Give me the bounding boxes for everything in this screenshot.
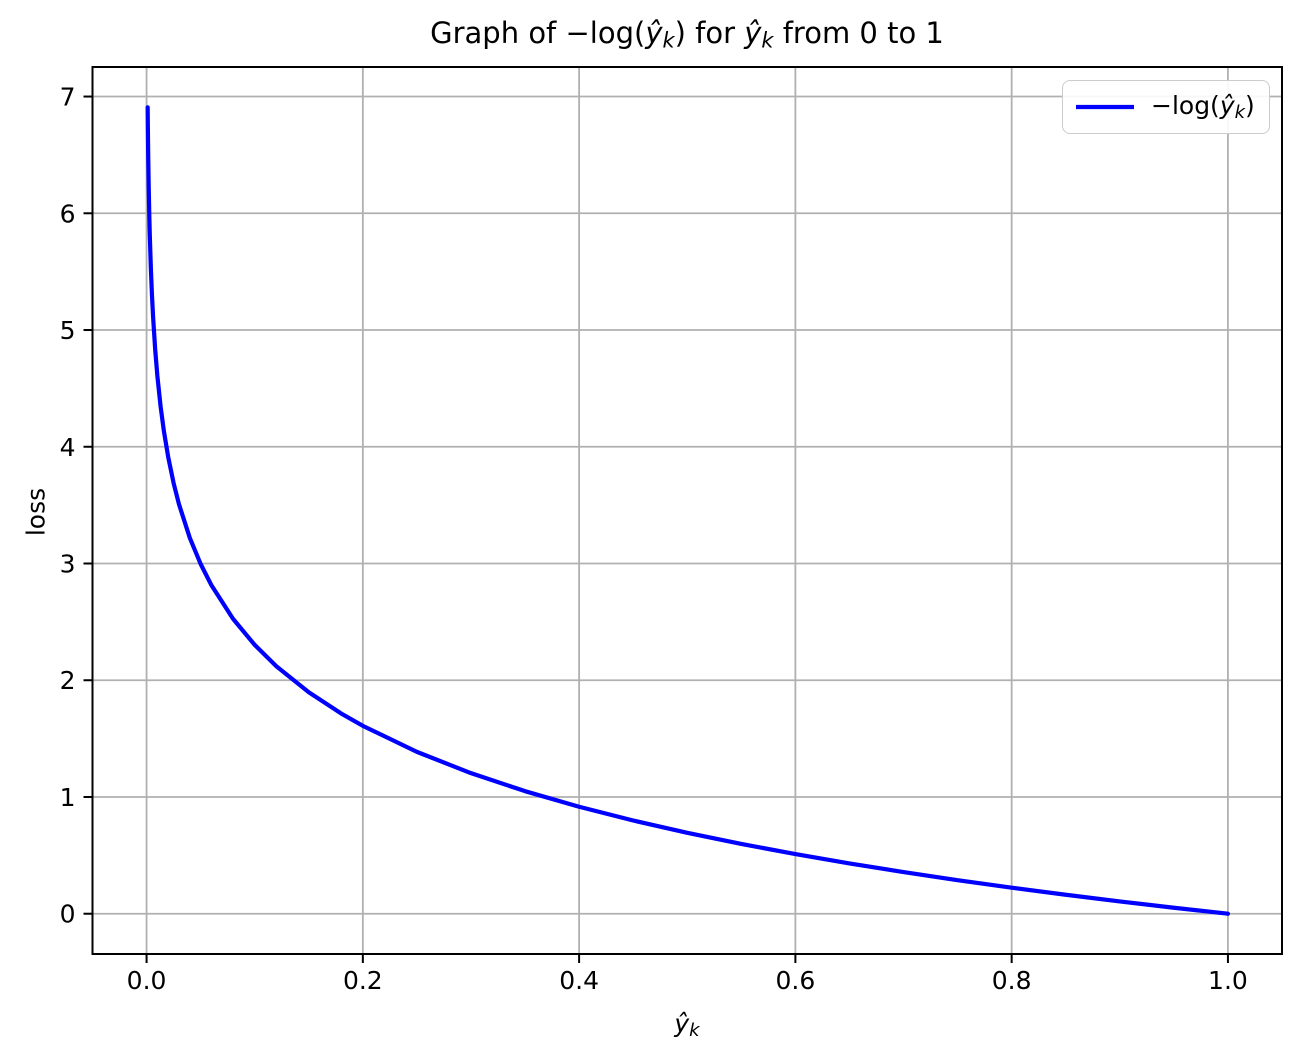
legend-line-sample	[1076, 104, 1134, 110]
x-tick-label: 0.0	[127, 966, 167, 995]
loss-curve	[145, 105, 1231, 916]
y-tick-label: 2	[60, 666, 76, 695]
chart-title: Graph of −log(ŷk) for ŷk from 0 to 1	[430, 16, 944, 53]
y-tick-label: 7	[60, 83, 76, 112]
y-tick-label: 6	[60, 199, 76, 228]
x-tick-label: 0.2	[343, 966, 383, 995]
x-axis-label: ŷk	[674, 1009, 700, 1041]
legend-label: −log(ŷk)	[1151, 90, 1255, 123]
y-tick-label: 5	[60, 316, 76, 345]
x-tick-label: 1.0	[1208, 966, 1248, 995]
y-axis-label: loss	[21, 487, 51, 537]
y-tick-label: 0	[60, 900, 76, 929]
legend: −log(ŷk)	[1062, 80, 1270, 134]
x-tick-label: 0.6	[776, 966, 816, 995]
axes-spines	[91, 66, 1283, 955]
y-tick-label: 4	[60, 433, 76, 462]
x-tick-label: 0.4	[559, 966, 599, 995]
y-tick-label: 3	[60, 550, 76, 579]
x-tick-label: 0.8	[992, 966, 1032, 995]
y-tick-label: 1	[60, 783, 76, 812]
